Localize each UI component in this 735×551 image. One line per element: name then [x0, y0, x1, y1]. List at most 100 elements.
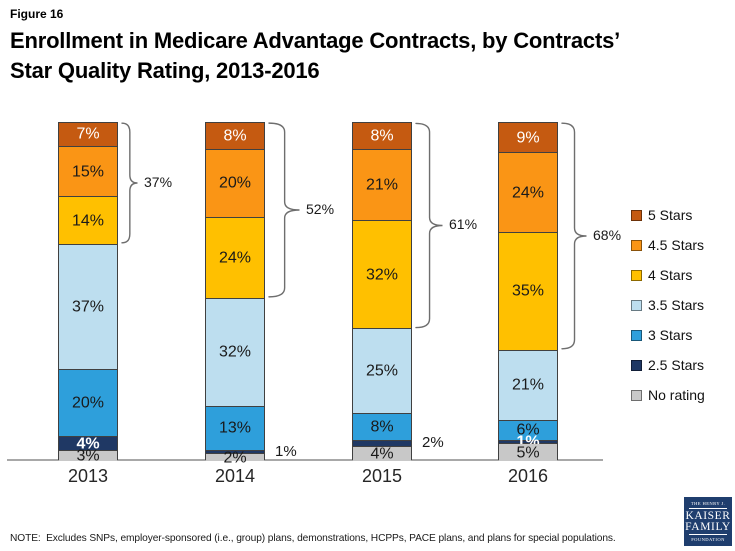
note-line-1: NOTE: Excludes SNPs, employer-sponsored …	[10, 532, 616, 544]
segment-label: 20%	[71, 394, 105, 412]
segment-4-stars-2014: 24%	[206, 217, 264, 299]
bracket-2013	[121, 122, 138, 244]
segment-4-stars-2016: 35%	[499, 233, 557, 351]
kff-logo: THE HENRY J. KAISER FAMILY FOUNDATION	[684, 497, 732, 546]
x-axis-line	[7, 459, 603, 461]
segment-3-stars-2015: 8%	[353, 413, 411, 441]
figure-label: Figure 16	[10, 7, 64, 21]
legend-swatch-5-stars	[631, 209, 642, 221]
logo-divider	[689, 534, 727, 535]
legend-swatch-4-stars	[631, 269, 642, 281]
segment-label: 4%	[370, 445, 394, 463]
legend-swatch-3-5-stars	[631, 299, 642, 311]
segment-4-5-stars-2016: 24%	[499, 153, 557, 234]
logo-divider	[689, 508, 727, 509]
legend-label: 5 Stars	[648, 207, 693, 223]
segment-no-rating-2014: 2%	[206, 449, 264, 467]
chart-title-line-2: Star Quality Rating, 2013-2016	[10, 58, 320, 83]
segment-3-5-stars-2013: 37%	[59, 244, 117, 370]
segment-4-stars-2015: 32%	[353, 221, 411, 330]
segment-label: 35%	[511, 282, 545, 300]
segment-label: 7%	[76, 125, 100, 143]
bracket-label-2015: 61%	[449, 216, 478, 233]
legend-item-3-5-stars: 3.5 Stars	[631, 290, 705, 320]
segment-label: 37%	[71, 298, 105, 316]
segment-label: 24%	[218, 249, 252, 267]
segment-5-stars-2013: 7%	[59, 123, 117, 147]
segment-label: 8%	[370, 127, 394, 145]
legend-label: 2.5 Stars	[648, 357, 705, 373]
segment-label: 21%	[511, 376, 545, 394]
segment-3-stars-2014: 13%	[206, 406, 264, 451]
segment-label: 8%	[370, 418, 394, 436]
segment-3-5-stars-2015: 25%	[353, 329, 411, 414]
segment-5-stars-2014: 8%	[206, 123, 264, 151]
legend-item-2-5-stars: 2.5 Stars	[631, 350, 705, 380]
segment-label: 13%	[218, 419, 252, 437]
bracket-2016	[561, 122, 587, 350]
legend-label: 3.5 Stars	[648, 297, 705, 313]
logo-text-kaiser: KAISER	[685, 509, 731, 522]
segment-label: 6%	[516, 421, 540, 439]
x-axis-label-2013: 2013	[67, 466, 109, 486]
legend-label: 3 Stars	[648, 327, 693, 343]
segment-label: 14%	[71, 212, 105, 229]
logo-text-the-henry-j: THE HENRY J.	[690, 500, 726, 506]
logo-text-foundation: FOUNDATION	[691, 536, 725, 542]
segment-label: 8%	[223, 127, 247, 145]
legend-label: 4.5 Stars	[648, 237, 705, 253]
legend-item-3-stars: 3 Stars	[631, 320, 705, 350]
chart-title-line-1: Enrollment in Medicare Advantage Contrac…	[10, 28, 621, 53]
segment-label: 24%	[511, 184, 545, 202]
segment-2-5-stars-2014	[206, 450, 264, 455]
legend: 5 Stars 4.5 Stars 4 Stars 3.5 Stars 3 Stars 2…	[631, 200, 705, 410]
stacked-bar-chart: 5 Stars 4.5 Stars 4 Stars 3.5 Stars 3 Stars 2…	[7, 122, 705, 486]
segment-label: 2%	[223, 449, 247, 467]
segment-5-stars-2016: 9%	[499, 123, 557, 154]
segment-label: 21%	[365, 176, 399, 194]
bracket-2015	[415, 122, 443, 329]
bar-2013: 7% 15% 14% 37% 20% 4% 3%	[58, 122, 118, 465]
segment-no-rating-2013: 3%	[59, 447, 117, 465]
bracket-label-2016: 68%	[593, 226, 622, 243]
segment-5-stars-2015: 8%	[353, 123, 411, 151]
legend-label: 4 Stars	[648, 267, 693, 283]
bar-2016: 9% 24% 35% 21% 6% 1% 5%	[498, 122, 558, 461]
segment-3-stars-2013: 20%	[59, 369, 117, 438]
segment-label: 32%	[365, 266, 399, 284]
segment-label: 32%	[218, 343, 252, 361]
legend-item-4-stars: 4 Stars	[631, 260, 705, 290]
legend-swatch-2-5-stars	[631, 359, 642, 371]
segment-4-5-stars-2014: 20%	[206, 150, 264, 218]
bar-2014: 8% 20% 24% 32% 13% 2%	[205, 122, 265, 467]
legend-swatch-no-rating	[631, 389, 642, 401]
outside-value-label-2-5-stars-2014: 1%	[275, 442, 297, 460]
segment-no-rating-2016: 5%	[499, 444, 557, 461]
segment-3-5-stars-2016: 21%	[499, 350, 557, 421]
segment-4-stars-2013: 14%	[59, 197, 117, 245]
segment-label: 4%	[76, 435, 100, 453]
segment-2-5-stars-2015	[353, 440, 411, 448]
chart-title: Enrollment in Medicare Advantage Contrac…	[10, 26, 620, 86]
segment-label: 3%	[76, 447, 100, 465]
segment-label: 9%	[516, 129, 540, 147]
x-axis-label-2014: 2014	[214, 466, 256, 486]
legend-label: No rating	[648, 387, 705, 403]
legend-swatch-3-stars	[631, 329, 642, 341]
logo-text-family: FAMILY	[685, 520, 731, 533]
segment-3-5-stars-2014: 32%	[206, 298, 264, 407]
x-axis-label-2015: 2015	[361, 466, 403, 486]
bar-2015: 8% 21% 32% 25% 8% 4%	[352, 122, 412, 463]
segment-2-5-stars-2013: 4%	[59, 435, 117, 453]
segment-label: 20%	[218, 174, 252, 192]
segment-label: 5%	[516, 444, 540, 462]
segment-3-stars-2016: 6%	[499, 420, 557, 441]
legend-item-no-rating: No rating	[631, 380, 705, 410]
legend-item-5-stars: 5 Stars	[631, 200, 705, 230]
segment-4-5-stars-2015: 21%	[353, 150, 411, 221]
segment-label: 25%	[365, 362, 399, 380]
outside-value-label-2-5-stars-2015: 2%	[422, 434, 444, 452]
bracket-2014	[268, 122, 300, 298]
legend-item-4-5-stars: 4.5 Stars	[631, 230, 705, 260]
